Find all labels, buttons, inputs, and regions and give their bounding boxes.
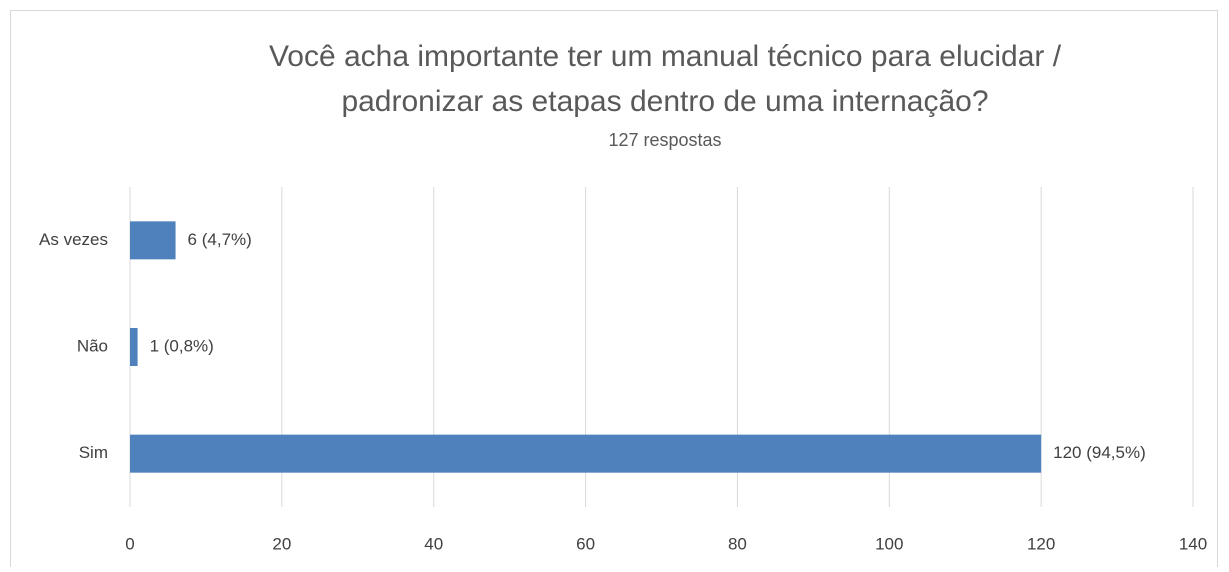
chart-frame — [10, 10, 1218, 572]
data-label: 1 (0,8%) — [150, 336, 214, 355]
chart-title: Você acha importante ter um manual técni… — [269, 40, 1062, 73]
chart-title: padronizar as etapas dentro de uma inter… — [341, 85, 988, 118]
x-tick-label: 0 — [125, 534, 134, 553]
y-tick-label: Não — [77, 336, 108, 355]
bar — [130, 328, 138, 366]
x-tick-label: 20 — [272, 534, 291, 553]
x-tick-label: 100 — [875, 534, 903, 553]
x-tick-label: 140 — [1179, 534, 1207, 553]
y-tick-label: As vezes — [39, 230, 108, 249]
bar — [130, 221, 176, 260]
data-label: 120 (94,5%) — [1053, 443, 1146, 462]
x-tick-label: 120 — [1027, 534, 1055, 553]
data-label: 6 (4,7%) — [188, 230, 252, 249]
x-tick-label: 40 — [424, 534, 443, 553]
x-tick-label: 80 — [728, 534, 747, 553]
chart-subtitle: 127 respostas — [608, 130, 721, 150]
bar — [130, 434, 1042, 473]
x-tick-label: 60 — [576, 534, 595, 553]
y-tick-label: Sim — [79, 443, 108, 462]
